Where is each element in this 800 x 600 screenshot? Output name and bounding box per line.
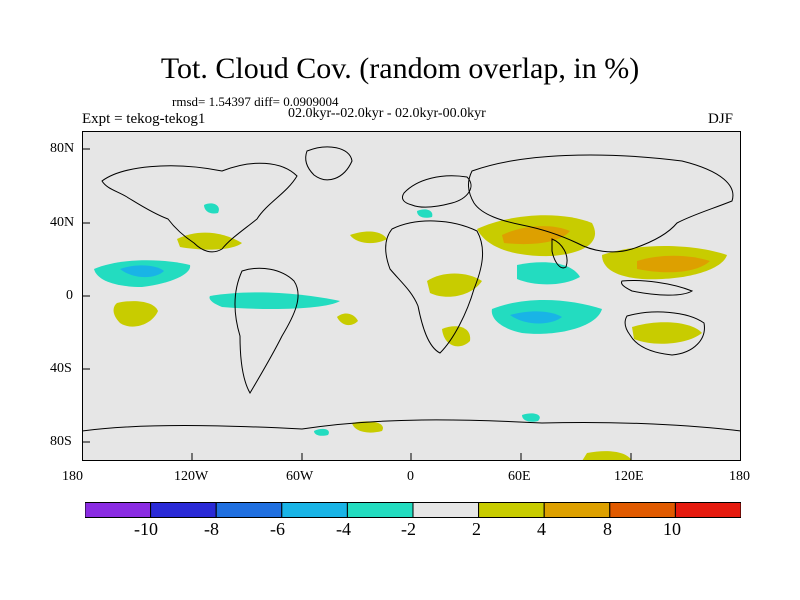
period-label: 02.0kyr--02.0kyr - 02.0kyr-00.0kyr [288,106,486,121]
y-tick-label: 40S [50,361,72,376]
colorbar-segment [412,502,480,518]
map-title: Tot. Cloud Cov. (random overlap, in %) [160,52,640,85]
neg-mid-east [417,209,433,218]
pos-na-atlantic [350,231,387,244]
positive-anomalies [113,215,727,461]
x-tick-label: 60E [508,469,531,484]
coast-australia [624,311,705,356]
neg-pacific-ne-core [120,265,164,278]
colorbar-tick-label: -10 [134,519,158,539]
colorbar-segment [346,502,414,518]
axis-ticks [82,148,632,461]
colorbar [85,502,741,518]
colorbar-tick-label: 4 [537,519,546,539]
x-tick-label: 180 [62,469,83,484]
coast-africa [385,220,484,354]
colorbar-tick-label: -6 [270,519,285,539]
coast-maritime [621,280,694,296]
negative-anomalies [94,203,602,436]
y-tick-label: 40N [50,215,75,230]
anomaly-map [82,131,741,461]
x-tick-label: 60W [286,469,314,484]
neg-na-east [204,203,219,214]
colorbar-segment [674,502,741,518]
pos-africa-east [427,273,482,297]
coast-north-america [101,162,298,253]
x-tick-label: 180 [729,469,750,484]
coast-europe [401,175,472,208]
neg-indian-core [510,311,562,324]
colorbar-tick-label: -8 [204,519,219,539]
season-label: DJF [708,111,734,127]
colorbar-segment [150,502,217,518]
colorbar-tick-label: -2 [401,519,416,539]
map-background [82,131,741,461]
pos-pacific-south [113,301,158,327]
pos-antarctic [352,421,383,433]
x-tick-label: 120E [614,469,644,484]
colorbar-tick-label: 2 [472,519,481,539]
colorbar-segment [281,502,348,518]
colorbar-tick-label: -4 [336,519,351,539]
colorbar-segment [543,502,611,518]
pos-west-pacific-core [637,255,710,273]
y-tick-label: 80N [50,141,75,156]
colorbar-segment [215,502,283,518]
stats-line: rmsd= 1.54397 diff= 0.0909004 [172,94,339,109]
neg-ant-1 [314,428,329,436]
colorbar-segment [478,502,545,518]
pos-antarctic-2 [582,451,632,461]
coastlines [82,146,741,432]
neg-atlantic-south [209,292,340,309]
colorbar-segment [85,502,152,518]
coast-india [551,238,568,269]
colorbar-tick-label: 10 [663,519,681,539]
experiment-label: Expt = tekog-tekog1 [82,111,206,127]
coast-asia [468,154,734,253]
colorbar-tick-label: 8 [603,519,612,539]
y-tick-label: 80S [50,434,72,449]
x-tick-label: 120W [174,469,209,484]
pos-south-america [337,313,358,326]
y-tick-label: 0 [66,288,73,303]
pos-australia [632,322,702,344]
coast-antarctica [82,419,741,432]
x-tick-label: 0 [407,469,414,484]
neg-ant-2 [522,413,540,422]
colorbar-segment [609,502,676,518]
coast-greenland [305,146,353,181]
coast-south-america [234,267,299,394]
